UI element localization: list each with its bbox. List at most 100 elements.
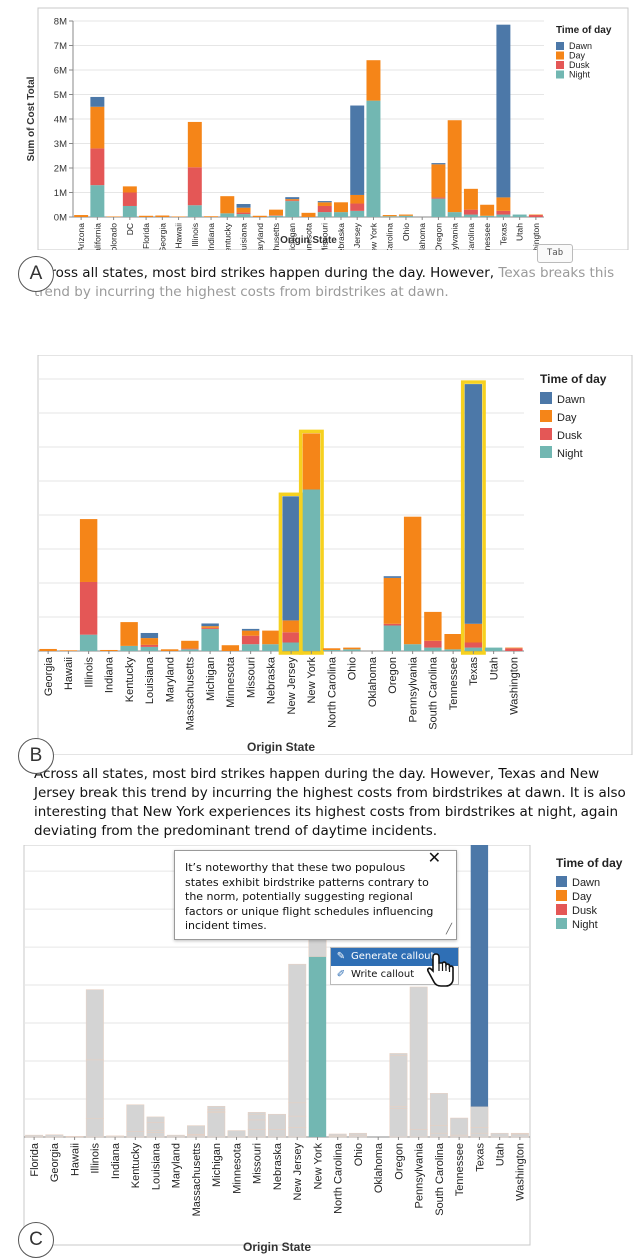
callout-tooltip[interactable]: It’s noteworthy that these two populous …	[174, 850, 457, 940]
close-icon[interactable]: ✕	[427, 848, 441, 867]
bar-segment-day	[429, 1093, 448, 1126]
bar-segment-dawn	[241, 628, 260, 631]
legend-label-dawn: Dawn	[557, 394, 585, 406]
x-tick-label: Texas	[498, 223, 508, 245]
bar-segment-dawn	[389, 1053, 408, 1056]
bar-segment-day	[59, 650, 78, 651]
bar-segment-day	[301, 212, 316, 217]
bar-segment-dawn	[140, 632, 159, 639]
bar-segment-dusk	[146, 1129, 165, 1133]
bar-segment-night	[382, 216, 397, 217]
y-tick-label: 5M	[54, 90, 67, 101]
bar-segment-day	[444, 634, 462, 650]
bar-segment-night	[444, 649, 462, 651]
caption-a[interactable]: Across all states, most bird strikes hap…	[34, 264, 624, 302]
bar-segment-dusk	[528, 215, 543, 217]
bar-segment-night	[409, 1129, 428, 1138]
bar-segment-day	[207, 1109, 226, 1112]
bar-segment-dawn	[201, 623, 219, 627]
bar-segment-day	[201, 626, 219, 628]
bar-segment-dawn	[146, 1116, 165, 1123]
hand-cursor-icon	[426, 953, 454, 987]
y-tick-label: 4M	[54, 115, 67, 126]
bar-segment-dawn	[350, 105, 365, 195]
x-tick-label: Oregon	[387, 657, 399, 694]
x-tick-label: Kentucky	[124, 657, 136, 703]
bar-segment-dawn	[288, 963, 307, 1104]
x-tick-label: North Carolina	[326, 656, 338, 728]
bar-segment-day	[155, 215, 170, 217]
legend-label-day: Day	[569, 51, 586, 61]
x-tick-label: Tennessee	[448, 657, 460, 710]
x-tick-label: Texas	[474, 1143, 486, 1172]
x-tick-label: Minnesota	[225, 656, 237, 708]
legend-swatch-dusk	[556, 61, 564, 69]
bar-segment-dawn	[247, 1112, 266, 1115]
legend-label-night: Night	[557, 448, 583, 460]
x-axis-title: Origin State	[280, 235, 337, 246]
write-callout-button[interactable]: ✐ Write callout	[331, 966, 458, 984]
bar-segment-dusk	[79, 581, 98, 635]
generate-callout-button[interactable]: ✎ Generate callout	[331, 948, 458, 966]
x-tick-label: California	[92, 223, 102, 250]
x-tick-label: Minnesota	[231, 1142, 243, 1194]
x-tick-label: Massachusetts	[185, 657, 197, 731]
bar-segment-night	[450, 1134, 469, 1138]
x-tick-label: Massachusetts	[191, 1143, 203, 1217]
y-tick-label: 2M	[54, 164, 67, 175]
bar-segment-night	[490, 1132, 509, 1138]
legend-label-day: Day	[557, 412, 577, 424]
y-axis-title: Sum of Cost Total	[26, 76, 37, 161]
legend-label-night: Night	[572, 919, 598, 931]
bar-segment-day	[350, 194, 365, 204]
bar-segment-night	[389, 1108, 408, 1138]
x-tick-label: Illinois	[190, 223, 200, 247]
bar-segment-night	[470, 1132, 489, 1138]
bar-segment-dawn	[285, 197, 300, 200]
bar-segment-dusk	[122, 192, 137, 206]
bar-segment-day	[268, 1113, 286, 1130]
bar-segment-day	[285, 199, 300, 201]
bar-segment-day	[241, 630, 260, 636]
x-tick-label: Washington	[531, 223, 541, 250]
bar-segment-day	[236, 207, 251, 213]
legend-label-dusk: Dusk	[572, 905, 598, 917]
x-tick-label: Indiana	[104, 656, 116, 693]
bar-segment-night	[282, 642, 300, 651]
bar-segment-day	[122, 186, 137, 193]
bar-segment-dusk	[505, 648, 523, 651]
bar-segment-day	[450, 1117, 469, 1136]
x-tick-label: DC	[125, 223, 135, 235]
bar-segment-day	[220, 196, 235, 214]
chart-b: Georgia Hawaii Illinois Indiana Kentucky Loui…	[37, 355, 633, 755]
bar-segment-dawn	[431, 163, 446, 165]
bar-segment-night	[241, 644, 260, 651]
bar-segment-day	[282, 620, 300, 633]
bar-segment-day	[90, 106, 105, 149]
bar-segment-night	[322, 649, 341, 651]
bar-segment-day	[424, 611, 442, 641]
bar-segment-night	[85, 1118, 104, 1138]
tab-key-hint: Tab	[537, 244, 573, 263]
bar-segment-night	[122, 205, 137, 217]
bar-segment-dusk	[431, 197, 446, 199]
bar-segment-day	[45, 1134, 64, 1138]
bar-segment-dusk	[285, 200, 300, 202]
bar-segment-dawn	[236, 204, 251, 208]
bar-segment-day	[65, 1135, 84, 1138]
bar-segment-night	[447, 212, 462, 217]
bar-segment-night	[220, 213, 235, 217]
x-tick-label: New York	[368, 222, 378, 250]
bar-segment-day	[139, 215, 154, 217]
bar-segment-dusk	[236, 212, 251, 215]
bar-segment-dusk	[288, 1115, 307, 1128]
bar-segment-night	[247, 1129, 266, 1138]
bar-segment-day	[328, 1133, 347, 1137]
bar-segment-day	[227, 1130, 246, 1138]
x-tick-label: Washington	[509, 657, 521, 715]
bar-segment-night	[343, 649, 361, 651]
bar-segment-night	[79, 634, 98, 651]
bar-segment-night	[431, 198, 446, 217]
resize-grip-icon[interactable]: ╱	[445, 923, 452, 935]
caption-b[interactable]: Across all states, most bird strikes hap…	[34, 766, 626, 839]
